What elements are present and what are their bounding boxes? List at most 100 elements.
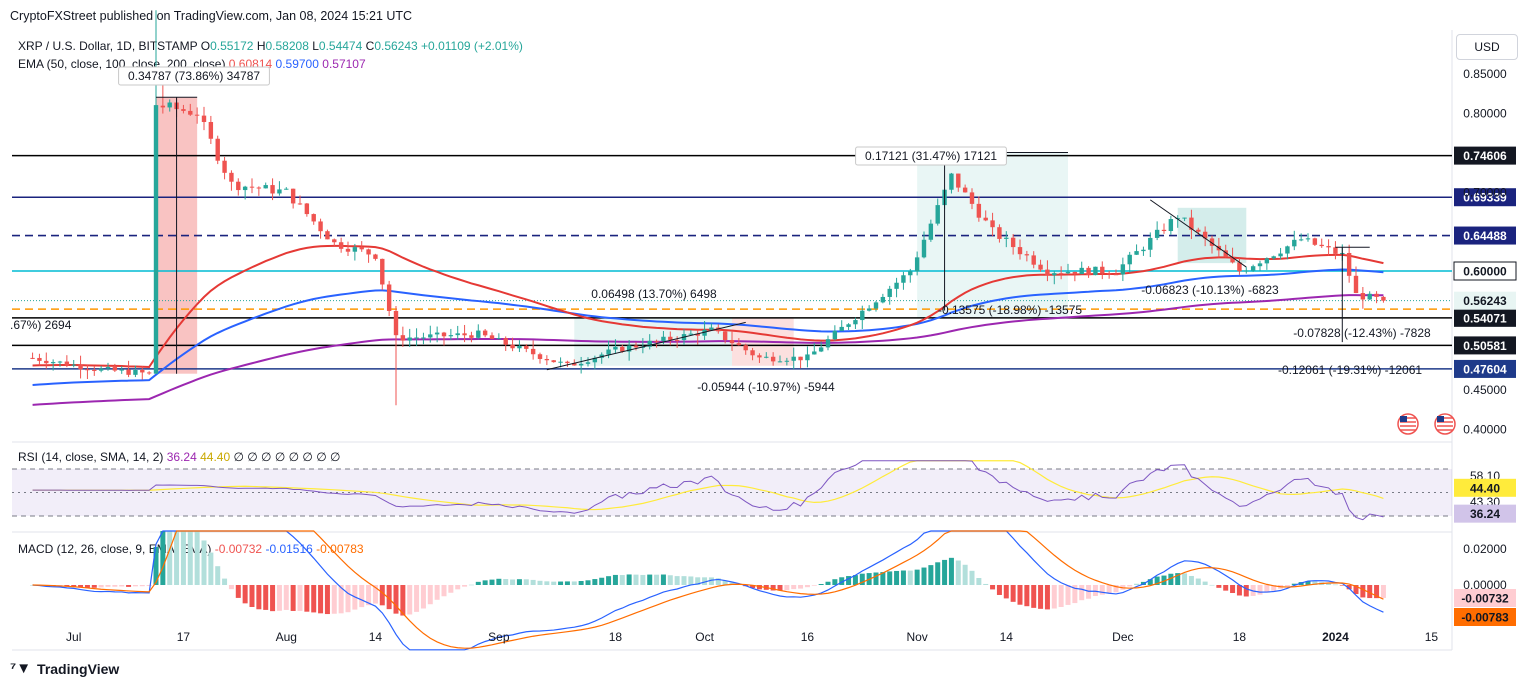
candle-body [400, 335, 406, 341]
macd-histogram-bar [242, 585, 248, 604]
macd-histogram-bar [599, 577, 605, 585]
macd-histogram-bar [1058, 585, 1064, 608]
candle-body [352, 247, 358, 252]
range-label-nov-box [855, 146, 1007, 166]
macd-histogram-bar [1291, 583, 1297, 585]
candle-body [496, 338, 502, 340]
macd-histogram-bar [187, 531, 193, 585]
macd-histogram-bar [852, 575, 858, 585]
macd-histogram-bar [126, 585, 132, 587]
rsi-legend[interactable]: RSI (14, close, SMA, 14, 2) 36.24 44.40 … [18, 450, 340, 464]
time-tick-label: Jul [66, 630, 81, 644]
macd-histogram-bar [427, 585, 433, 605]
macd-histogram-bar [1147, 579, 1153, 585]
us-flag-icon [1434, 413, 1456, 435]
candle-body [1250, 266, 1256, 271]
candle-body [105, 367, 111, 369]
candle-body [633, 345, 639, 348]
candle-body [414, 337, 419, 339]
candle-body [428, 334, 433, 338]
candle-body [345, 248, 351, 252]
range-label-oct: -0.05944 (-10.97%) -5944 [697, 380, 835, 394]
symbol-label[interactable]: XRP / U.S. Dollar, 1D, BITSTAMP [18, 39, 198, 53]
macd-histogram-bar [1134, 583, 1140, 585]
candle-body [757, 355, 762, 358]
candle-body [1271, 256, 1276, 259]
candle-body [887, 288, 892, 297]
candle-body [668, 336, 673, 340]
candle-body [839, 326, 844, 331]
macd-signal-line [32, 530, 1384, 649]
macd-histogram-bar [647, 574, 653, 585]
macd-histogram-bar [1374, 585, 1380, 599]
macd-histogram-bar [955, 560, 961, 585]
us-flag-icon [1397, 413, 1419, 435]
macd-histogram-bar [811, 585, 817, 586]
macd-histogram-bar [804, 585, 810, 588]
rsi-value: 36.24 [166, 450, 197, 464]
candle-body [181, 109, 186, 111]
candle-body [393, 310, 399, 336]
candle-body [798, 356, 803, 361]
macd-histogram-bar [1175, 573, 1181, 585]
candle-body [1113, 274, 1119, 276]
candle-body [674, 339, 680, 341]
candle-body [1292, 239, 1297, 247]
macd-histogram-bar [91, 585, 97, 588]
range-label-dec: -0.06823 (-10.13%) -6823 [1141, 283, 1279, 297]
candle-body [30, 357, 35, 359]
macd-signal-badge [1454, 608, 1516, 626]
trend-line [1149, 199, 1247, 268]
candle-body [290, 188, 296, 204]
macd-histogram-bar [537, 580, 543, 585]
macd-histogram-bar [928, 565, 934, 585]
macd-histogram-bar [366, 585, 372, 606]
macd-histogram-bar [1353, 585, 1359, 595]
macd-histogram-bar [256, 585, 262, 610]
tradingview-logo[interactable]: ⁷▼ TradingView [10, 660, 119, 677]
candle-body [153, 105, 159, 374]
candle-body [92, 369, 97, 371]
candle-body [949, 173, 954, 190]
candle-body [914, 257, 920, 272]
macd-histogram-bar [1223, 585, 1229, 591]
macd-histogram-bar [942, 559, 948, 585]
macd-histogram-bar [1257, 585, 1263, 595]
macd-histogram-bar [1264, 585, 1270, 593]
macd-histogram-bar [201, 540, 207, 585]
candle-body [386, 284, 392, 311]
candle-body [1010, 237, 1016, 248]
range-label-sep: 0.06498 (13.70%) 6498 [591, 287, 717, 301]
candle-body [112, 367, 118, 371]
macd-histogram-bar [372, 585, 378, 604]
price-badge-0.50581 [1454, 336, 1516, 355]
macd-histogram-bar [921, 567, 927, 585]
time-tick-label: 2024 [1322, 630, 1349, 644]
candle-body [832, 330, 838, 340]
candle-body [229, 172, 234, 182]
candle-body [1196, 229, 1201, 232]
candle-body [119, 369, 124, 371]
candle-body [98, 368, 104, 371]
macd-histogram-bar [510, 579, 516, 585]
candle-body [688, 333, 694, 335]
macd-histogram-bar [235, 585, 241, 598]
close-label: C [365, 39, 375, 53]
candle-body [462, 333, 467, 336]
candle-body [325, 231, 330, 240]
macd-hist-badge [1454, 589, 1516, 607]
macd-histogram-bar [112, 585, 118, 587]
candle-body [551, 360, 556, 363]
range-label-jul: 0.34787 (73.86%) 34787 [128, 69, 260, 83]
candle-body [1257, 263, 1263, 267]
macd-histogram-bar [996, 585, 1002, 595]
currency-button[interactable]: USD [1456, 34, 1518, 60]
candle-body [510, 344, 515, 349]
macd-histogram-bar [249, 585, 255, 607]
macd-histogram-bar [756, 585, 762, 590]
macd-histogram-bar [832, 579, 838, 585]
candle-body [647, 340, 652, 347]
price-badge-text: 0.54071 [1463, 311, 1507, 325]
candle-body [524, 345, 529, 349]
